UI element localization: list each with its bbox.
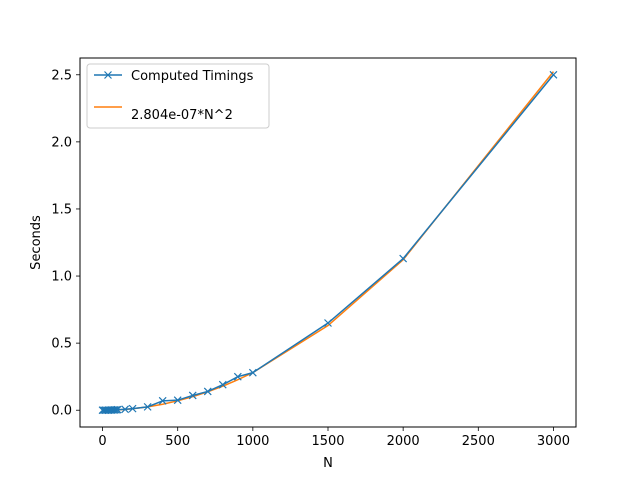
y-tick-label: 2.0: [51, 135, 72, 150]
legend-box: [86, 63, 270, 129]
y-tick-label: 1.5: [51, 202, 72, 217]
x-tick-label: 1500: [311, 434, 344, 449]
y-tick-label: 1.0: [51, 270, 72, 285]
data-point-computed-timings: [158, 396, 167, 405]
y-tick-label: 0.0: [51, 404, 72, 419]
data-point-computed-timings: [399, 254, 408, 263]
series-markers-layer: [98, 70, 558, 415]
data-point-computed-timings: [203, 387, 212, 396]
y-axis: 0.0 0.5 1.0 1.5 2.0 2.5: [51, 68, 80, 419]
data-point-computed-timings: [218, 380, 227, 389]
data-point-computed-timings: [324, 319, 332, 327]
x-tick-label: 1000: [236, 434, 269, 449]
data-point-computed-timings: [233, 372, 242, 381]
data-point-computed-timings: [248, 368, 257, 377]
x-axis-label: N: [323, 456, 333, 471]
x-tick-label: 3000: [537, 434, 570, 449]
x-tick-label: 2000: [387, 434, 420, 449]
x-axis: 0 500 1000 1500 2000 2500 3000: [98, 427, 570, 449]
y-tick-label: 0.5: [51, 337, 72, 352]
x-tick-label: 0: [98, 434, 106, 449]
data-point-computed-timings: [128, 404, 137, 413]
data-point-computed-timings: [121, 405, 130, 414]
data-point-computed-timings: [143, 402, 152, 411]
x-tick-label: 500: [165, 434, 190, 449]
data-point-computed-timings: [549, 70, 558, 79]
legend-label-computed-timings: Computed Timings: [131, 69, 254, 84]
data-point-computed-timings: [173, 396, 182, 405]
data-point-computed-timings: [112, 405, 120, 414]
legend: Computed Timings 2.804e-07*N^2: [86, 63, 270, 129]
data-point-computed-timings: [110, 406, 119, 414]
x-tick-label: 2500: [462, 434, 495, 449]
legend-label-fit: 2.804e-07*N^2: [131, 108, 233, 123]
data-point-computed-timings: [188, 391, 197, 400]
legend-marker-computed-timings: [104, 71, 112, 79]
y-tick-label: 2.5: [51, 68, 72, 83]
data-point-computed-timings: [113, 405, 122, 414]
y-axis-label: Seconds: [29, 215, 44, 270]
